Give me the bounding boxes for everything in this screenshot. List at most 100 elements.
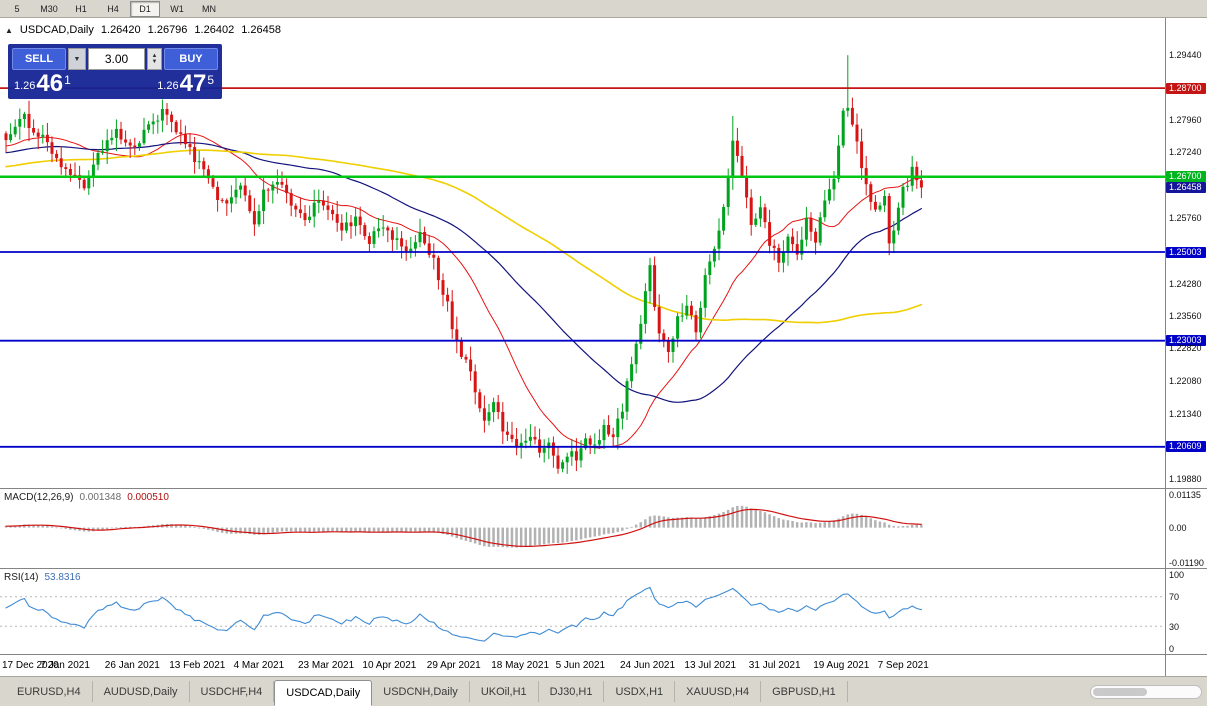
date-label: 18 May 2021: [491, 660, 550, 671]
horizontal-scrollbar[interactable]: [1090, 685, 1202, 699]
date-label: 4 Mar 2021: [233, 660, 285, 671]
buy-price-sup: 5: [207, 73, 214, 87]
date-label: 10 Apr 2021: [362, 660, 417, 671]
indicator-axis-label: 70: [1169, 592, 1180, 603]
date-label: 29 Apr 2021: [426, 660, 481, 671]
price-axis-tag-blue: 1.25003: [1166, 246, 1206, 258]
timeframe-button-m30[interactable]: M30: [34, 0, 64, 17]
price-axis-label: 1.21340: [1169, 408, 1202, 419]
date-label: 24 Jun 2021: [620, 660, 676, 671]
date-label: 5 Jun 2021: [555, 660, 606, 671]
timeframe-toolbar: 5 M30 H1 H4 D1 W1 MN: [0, 0, 1207, 18]
macd-value-main: 0.001348: [79, 492, 122, 503]
one-click-trading-panel: SELL ▼ 3.00 ▲ ▼ BUY 1.26 46 1 1.26: [8, 44, 222, 99]
price-axis-label: 1.22080: [1169, 376, 1202, 387]
date-label: 31 Jul 2021: [748, 660, 801, 671]
chart-tab-audusd-daily[interactable]: AUDUSD,Daily: [93, 681, 190, 702]
buy-button[interactable]: BUY: [164, 48, 218, 70]
price-axis-tag-green: 1.26700: [1166, 171, 1206, 183]
ohlc-high: 1.26796: [147, 24, 188, 36]
chart-tab-gbpusd-h1[interactable]: GBPUSD,H1: [761, 681, 848, 702]
rsi-canvas[interactable]: [0, 569, 1165, 654]
one-click-collapse-icon[interactable]: ▲: [5, 25, 13, 35]
ohlc-low: 1.26402: [194, 24, 235, 36]
date-label: 7 Sep 2021: [877, 660, 929, 671]
timeframe-button-5[interactable]: 5: [2, 0, 32, 17]
price-axis-label: 1.29440: [1169, 49, 1202, 60]
chart-area: ▲ USDCAD,Daily 1.26420 1.26796 1.26402 1…: [0, 18, 1165, 676]
volume-dropdown-button[interactable]: ▼: [68, 48, 86, 70]
timeframe-button-h1[interactable]: H1: [66, 0, 96, 17]
chart-tabs: EURUSD,H4 AUDUSD,Daily USDCHF,H4 USDCAD,Dai…: [6, 677, 848, 706]
volume-stepper[interactable]: ▲ ▼: [147, 48, 162, 70]
rsi-panel: RSI(14) 53.8316: [0, 568, 1165, 654]
chart-tab-xauusd-h4[interactable]: XAUUSD,H4: [675, 681, 762, 702]
chart-tab-bar: EURUSD,H4 AUDUSD,Daily USDCHF,H4 USDCAD,Dai…: [0, 676, 1207, 706]
date-label: 19 Aug 2021: [813, 660, 870, 671]
rsi-label: RSI(14) 53.8316: [4, 572, 81, 583]
indicator-axis-label: 100: [1169, 570, 1185, 581]
spin-down-icon: ▼: [151, 59, 158, 65]
scrollbar-thumb[interactable]: [1093, 688, 1147, 696]
macd-canvas[interactable]: [0, 489, 1165, 568]
macd-label: MACD(12,26,9) 0.001348 0.000510: [4, 492, 169, 503]
chart-tab-dj30-h1[interactable]: DJ30,H1: [539, 681, 605, 702]
timeframe-button-d1[interactable]: D1: [130, 0, 160, 17]
rsi-value: 53.8316: [44, 572, 81, 583]
date-label: 23 Mar 2021: [298, 660, 355, 671]
macd-panel: MACD(12,26,9) 0.001348 0.000510: [0, 488, 1165, 568]
chart-tab-eurusd-h4[interactable]: EURUSD,H4: [6, 681, 93, 702]
indicator-axis-label: -0.01190: [1169, 557, 1204, 568]
indicator-axis-label: 0.00: [1169, 523, 1187, 534]
price-axis-main[interactable]: 1.29440 1.28700 1.27960 1.27240 1.26700 1.264…: [1166, 18, 1207, 488]
price-axis-label: 1.19880: [1169, 473, 1202, 484]
volume-input[interactable]: 3.00: [88, 48, 145, 70]
macd-name: MACD(12,26,9): [4, 492, 74, 503]
chart-tab-usdcad-daily[interactable]: USDCAD,Daily: [274, 679, 373, 706]
spin-up-icon: ▲: [151, 53, 158, 59]
chart-tab-usdcnh-daily[interactable]: USDCNH,Daily: [372, 681, 470, 702]
chart-title: ▲ USDCAD,Daily 1.26420 1.26796 1.26402 1…: [5, 24, 281, 36]
price-axis-label: 1.27240: [1169, 147, 1202, 158]
price-axis-tag-blue: 1.23003: [1166, 335, 1206, 347]
ohlc-close: 1.26458: [241, 24, 281, 36]
chart-tab-ukoil-h1[interactable]: UKOil,H1: [470, 681, 539, 702]
date-label: 13 Feb 2021: [169, 660, 226, 671]
date-label: 17 Dec 2020: [2, 660, 59, 671]
price-axis-label: 1.27960: [1169, 115, 1202, 126]
price-axis-label: 1.22820: [1169, 343, 1202, 354]
chart-tab-usdx-h1[interactable]: USDX,H1: [604, 681, 676, 702]
date-label: 7 Jan 2021: [40, 660, 90, 671]
buy-price: 1.26 47 5: [157, 70, 214, 97]
price-axis-tag-red: 1.28700: [1166, 82, 1206, 94]
ohlc-open: 1.26420: [100, 24, 141, 36]
date-label: 26 Jan 2021: [104, 660, 160, 671]
chart-symbol-label: USDCAD,Daily: [19, 24, 94, 36]
timeframe-button-w1[interactable]: W1: [162, 0, 192, 17]
rsi-name: RSI(14): [4, 572, 39, 583]
time-axis[interactable]: 17 Dec 2020 7 Jan 2021 26 Jan 2021 13 Feb 2…: [0, 654, 1165, 676]
buy-price-prefix: 1.26: [157, 80, 179, 92]
price-axis[interactable]: 1.29440 1.28700 1.27960 1.27240 1.26700 1.264…: [1165, 18, 1207, 676]
sell-price: 1.26 46 1: [14, 70, 71, 97]
macd-value-signal: 0.000510: [127, 492, 169, 503]
sell-button[interactable]: SELL: [12, 48, 66, 70]
chart-tab-usdchf-h4[interactable]: USDCHF,H4: [190, 681, 275, 702]
buy-price-big: 47: [179, 70, 207, 97]
sell-price-prefix: 1.26: [14, 80, 36, 92]
price-axis-macd[interactable]: 0.01135 0.00 -0.01190: [1166, 488, 1207, 568]
price-axis-label: 1.25760: [1169, 212, 1202, 223]
chevron-down-icon: ▼: [73, 55, 81, 63]
timeframe-button-h4[interactable]: H4: [98, 0, 128, 17]
price-axis-tag-current: 1.26458: [1166, 182, 1206, 193]
price-axis-tag-blue: 1.20609: [1166, 441, 1206, 453]
timeframe-button-mn[interactable]: MN: [194, 0, 224, 17]
price-axis-label: 1.24280: [1169, 278, 1202, 289]
price-axis-rsi[interactable]: 100 70 30 0: [1166, 568, 1207, 654]
sell-price-big: 46: [36, 70, 64, 97]
indicator-axis-label: 30: [1169, 621, 1180, 632]
axis-corner: [1166, 654, 1207, 676]
date-label: 13 Jul 2021: [684, 660, 737, 671]
indicator-axis-label: 0: [1169, 643, 1175, 654]
